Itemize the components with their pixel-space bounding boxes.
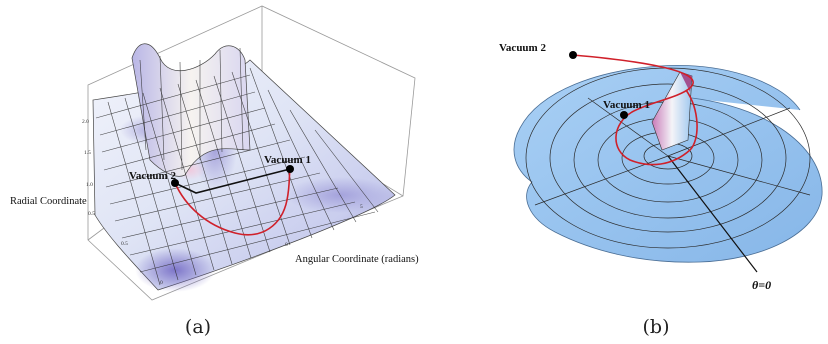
tick-label: 0 xyxy=(285,242,288,248)
caption-a: (a) xyxy=(185,316,211,338)
straight-path xyxy=(174,168,291,194)
helicoid-wall xyxy=(651,71,693,151)
vacuum-2-point-b xyxy=(569,51,577,59)
axis-label-radial: Radial Coordinate xyxy=(10,196,87,207)
caption-b: (b) xyxy=(643,316,670,338)
tick-labels-a: 2.0 1.5 1.0 0.5 0.5 0 0 5 xyxy=(82,119,363,286)
tick-label: 0 xyxy=(160,280,163,286)
vacuum-2-point xyxy=(171,179,179,187)
red-path xyxy=(174,168,291,236)
potential-surface xyxy=(92,43,396,292)
red-path-b xyxy=(572,54,698,166)
vacuum-2-label-b: Vacuum 2 xyxy=(499,42,546,54)
helicoid-sheet xyxy=(513,65,823,263)
axis-label-angular: Angular Coordinate (radians) xyxy=(295,254,419,265)
tick-label: 1.0 xyxy=(86,182,93,188)
panel-a: Vacuum 2 Vacuum 1 2.0 1.5 1.0 0.5 0.5 0 … xyxy=(10,5,419,338)
vacuum-1-label-a: Vacuum 1 xyxy=(264,154,311,166)
theta-zero-label: θ=0 xyxy=(752,278,771,292)
tick-label: 0.5 xyxy=(88,211,95,217)
surface-grid xyxy=(95,47,379,286)
vacuum-2-label-a: Vacuum 2 xyxy=(129,170,176,182)
tick-label: 0.5 xyxy=(121,241,128,247)
tick-label: 5 xyxy=(360,204,363,210)
tick-label: 1.5 xyxy=(84,150,91,156)
vacuum-1-point xyxy=(286,165,294,173)
theta-zero-line xyxy=(667,155,758,273)
vacuum-1-label-b: Vacuum 1 xyxy=(603,99,650,111)
panel-b: Vacuum 2 Vacuum 1 θ=0 (b) xyxy=(499,42,823,338)
vacuum-1-point-b xyxy=(620,111,628,119)
tick-label: 2.0 xyxy=(82,119,89,125)
helicoid-radials xyxy=(534,97,811,206)
